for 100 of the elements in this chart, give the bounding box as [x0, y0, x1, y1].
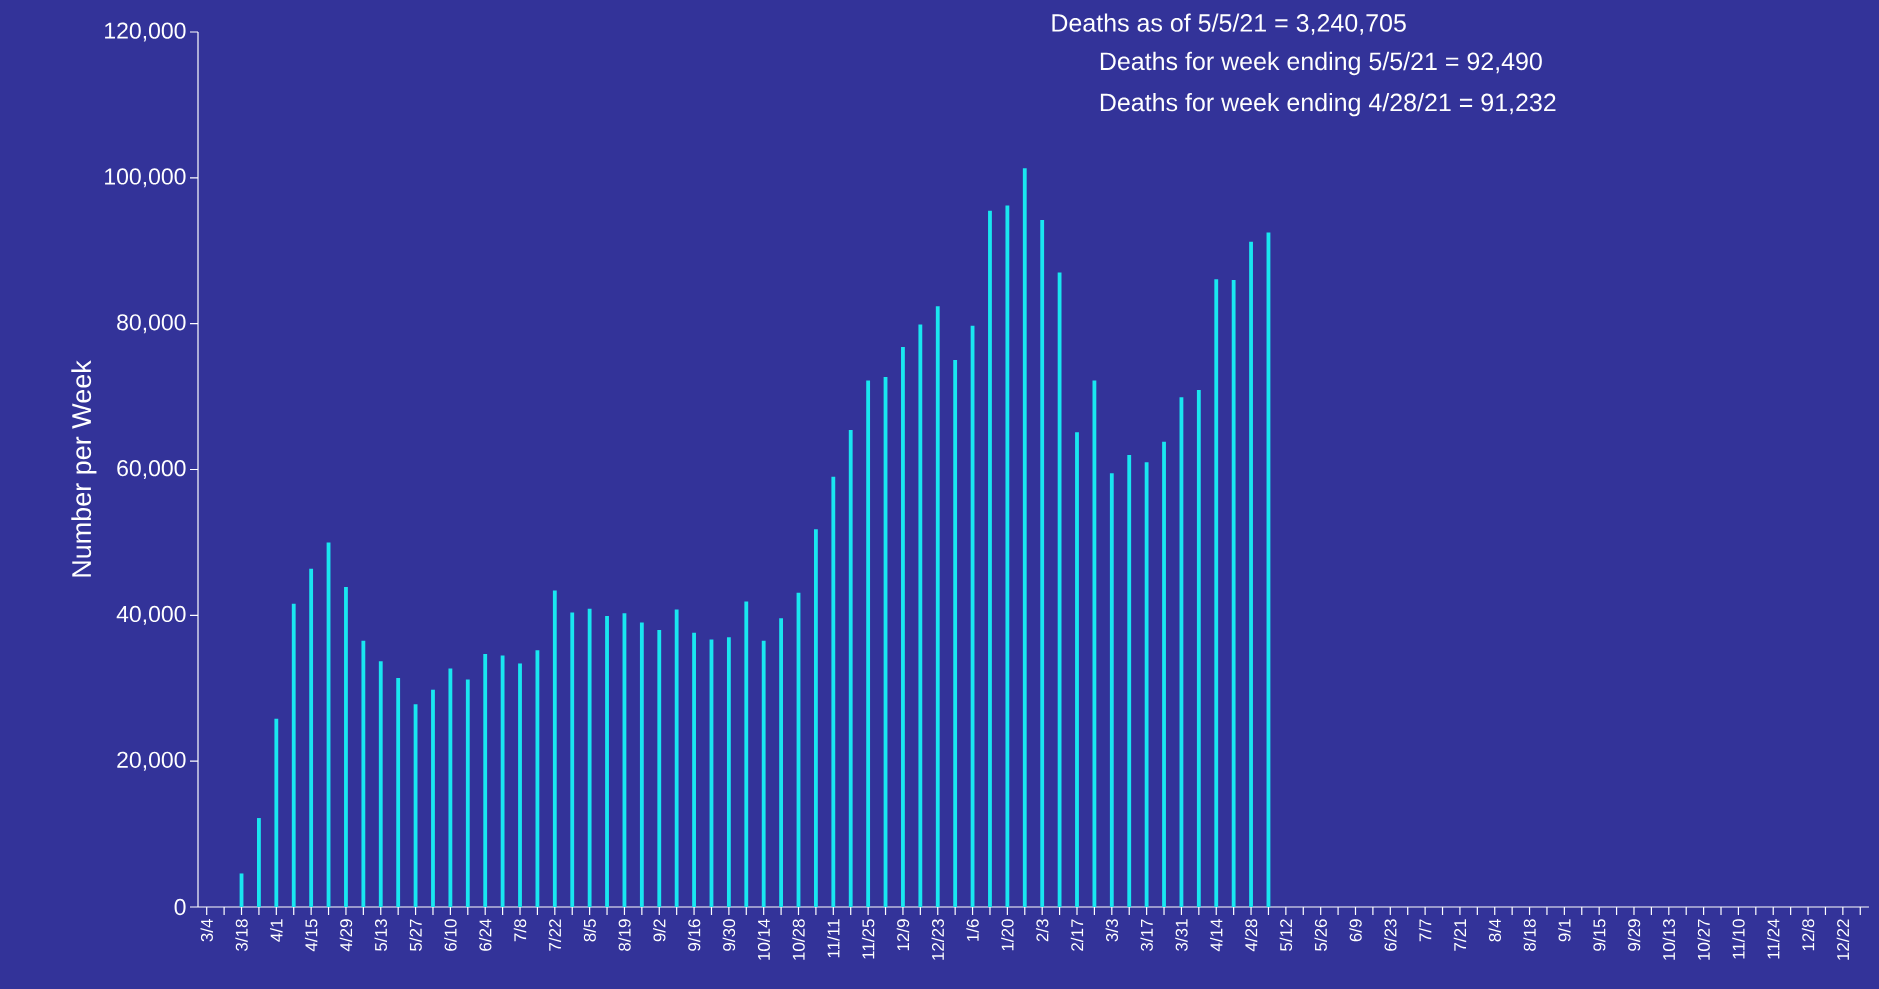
- bar: [465, 679, 470, 907]
- x-tick-label: 11/25: [861, 919, 875, 959]
- x-tick-label: 4/28: [1244, 919, 1258, 952]
- x-tick-label: 4/29: [339, 919, 353, 952]
- x-tick-label: 8/19: [618, 919, 631, 951]
- x-tick-label: 2/17: [1070, 919, 1084, 951]
- bar: [396, 678, 401, 907]
- bar: [1109, 473, 1114, 907]
- bar: [1092, 380, 1097, 907]
- x-tick-label: 12/9: [896, 919, 910, 951]
- x-tick-label: 12/22: [1836, 919, 1850, 960]
- bar: [692, 632, 696, 907]
- bar: [552, 590, 557, 907]
- bar: [587, 608, 592, 907]
- bar: [674, 609, 679, 907]
- x-tick-label: 3/17: [1140, 919, 1153, 951]
- bar: [274, 718, 279, 907]
- x-tick-label: 10/27: [1697, 919, 1710, 960]
- x-tick-label: 7/7: [1418, 919, 1432, 942]
- x-tick-label: 4/14: [1210, 919, 1223, 952]
- bar: [431, 689, 435, 907]
- bar: [1144, 462, 1149, 907]
- bar: [1249, 241, 1253, 907]
- y-tick-label: 100,000: [105, 168, 186, 188]
- bar: [1022, 168, 1027, 907]
- bar: [1162, 441, 1166, 907]
- y-tick-label: 120,000: [105, 22, 186, 42]
- x-tick-label: 6/9: [1349, 919, 1362, 942]
- bar: [605, 616, 609, 907]
- x-tick-label: 5/13: [374, 919, 388, 951]
- x-tick-label: 10/28: [792, 919, 805, 960]
- x-tick-label: 11/10: [1732, 919, 1745, 959]
- x-tick-label: 9/1: [1558, 919, 1571, 942]
- bar: [848, 430, 853, 907]
- x-tick-label: 1/20: [1001, 919, 1014, 951]
- x-tick-label: 9/16: [687, 919, 701, 951]
- x-tick-label: 3/18: [235, 919, 248, 951]
- bar: [1057, 272, 1062, 907]
- annotation: Deaths as of 5/5/21 = 3,240,705: [1052, 13, 1406, 35]
- bar: [361, 640, 366, 907]
- bar: [935, 306, 940, 907]
- x-tick-label: 11/11: [827, 919, 840, 958]
- bar: [500, 655, 505, 907]
- x-tick-label: 5/12: [1279, 919, 1293, 951]
- x-tick-label: 7/8: [513, 919, 527, 942]
- bar: [1231, 279, 1236, 907]
- x-tick-label: 8/5: [583, 919, 596, 942]
- y-tick-label: 40,000: [116, 605, 186, 625]
- x-tick-label: 6/24: [478, 919, 492, 951]
- x-tick-label: 9/15: [1592, 919, 1606, 951]
- x-tick-label: 5/27: [409, 919, 422, 951]
- x-tick-label: 10/14: [757, 919, 770, 960]
- bar: [518, 663, 522, 907]
- x-tick-label: 10/13: [1662, 919, 1676, 960]
- bar: [257, 818, 261, 907]
- x-tick-label: 7/21: [1453, 919, 1467, 951]
- bar: [657, 629, 662, 907]
- bar: [901, 347, 905, 907]
- x-tick-label: 3/3: [1105, 919, 1119, 942]
- x-tick-label: 3/4: [200, 919, 213, 942]
- annotation: Deaths for week ending 5/5/21 = 92,490: [1100, 51, 1542, 76]
- bar: [1005, 205, 1010, 907]
- bar: [761, 640, 766, 907]
- x-tick-label: 6/23: [1384, 919, 1397, 951]
- bar: [570, 612, 575, 907]
- x-tick-label: 7/22: [548, 919, 562, 951]
- x-tick-label: 5/26: [1314, 919, 1327, 951]
- x-tick-label: 8/18: [1523, 919, 1536, 951]
- bar: [831, 476, 836, 907]
- bar: [1196, 390, 1201, 907]
- bar: [344, 586, 348, 907]
- bar: [744, 601, 749, 907]
- x-tick-label: 12/8: [1801, 919, 1815, 951]
- bar: [291, 603, 296, 907]
- x-tick-label: 9/29: [1627, 919, 1641, 951]
- bar: [1127, 454, 1132, 907]
- bar: [483, 653, 488, 907]
- y-axis-title: Number per Week: [71, 360, 97, 577]
- bar: [448, 668, 453, 907]
- y-tick-label: 80,000: [117, 314, 186, 334]
- bar: [378, 661, 383, 907]
- bar: [953, 360, 958, 907]
- x-tick-label: 9/2: [653, 919, 666, 942]
- y-tick-label: 60,000: [117, 460, 186, 480]
- bar: [309, 568, 314, 907]
- x-tick-label: 2/3: [1035, 919, 1049, 942]
- y-tick-label: 0: [174, 898, 186, 916]
- bar: [639, 622, 644, 907]
- bar: [1040, 220, 1045, 907]
- annotation: Deaths for week ending 4/28/21 = 91,232: [1100, 92, 1556, 117]
- bar: [1075, 432, 1079, 907]
- bar: [988, 210, 992, 907]
- bar: [726, 637, 731, 907]
- bar: [866, 380, 871, 907]
- bar: [813, 529, 818, 907]
- bar: [779, 618, 784, 907]
- x-tick-label: 3/31: [1175, 919, 1188, 951]
- x-tick-label: 8/4: [1488, 919, 1501, 942]
- x-tick-label: 11/24: [1766, 919, 1780, 959]
- x-tick-label: 1/6: [966, 919, 979, 941]
